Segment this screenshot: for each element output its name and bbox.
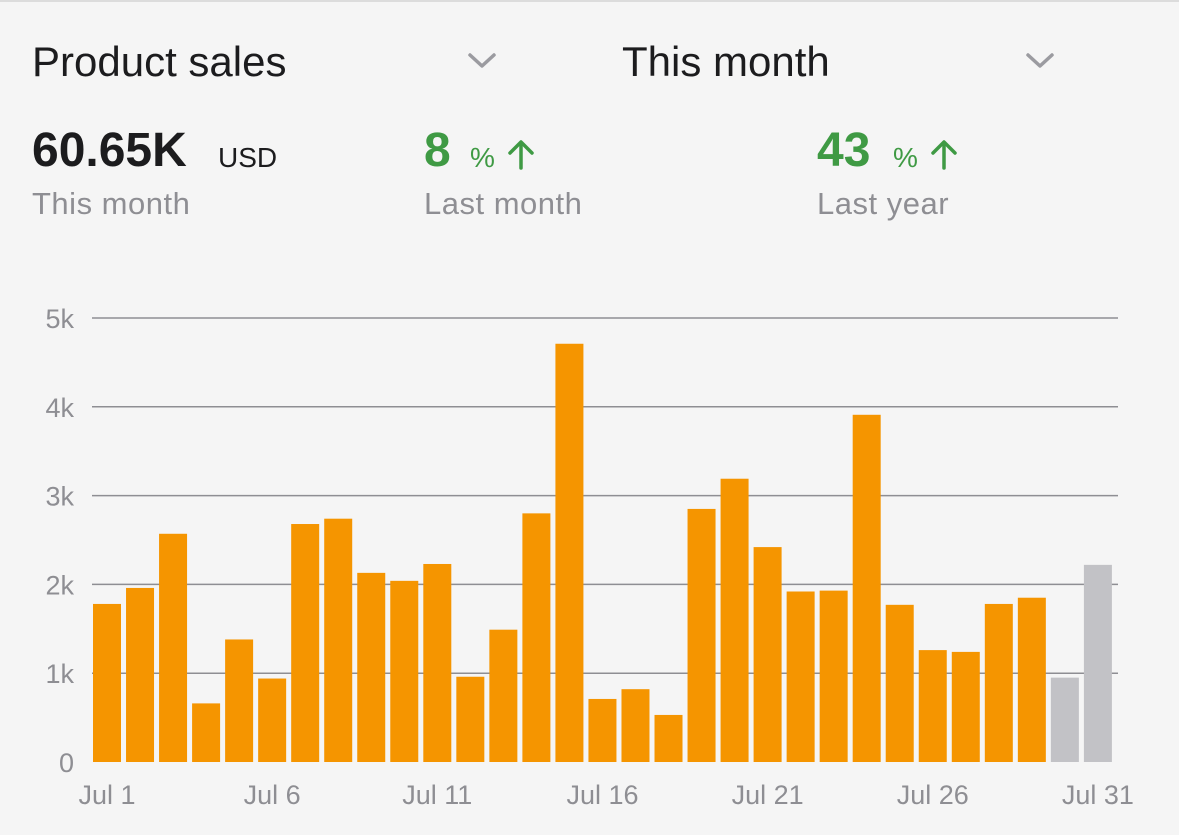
last-year-change-value: 43	[817, 124, 871, 177]
bar-day-27[interactable]	[951, 651, 980, 762]
bar-day-14[interactable]	[522, 513, 551, 762]
bar-day-29[interactable]	[1017, 597, 1046, 762]
x-tick-label: Jul 11	[402, 780, 472, 810]
bar-day-12[interactable]	[456, 676, 485, 762]
bar-day-28[interactable]	[984, 603, 1013, 762]
last-year-change-stat: 43 % Last year	[817, 120, 1077, 230]
chevron-down-icon	[468, 53, 496, 68]
chevron-down-icon	[1026, 53, 1054, 68]
bar-day-9[interactable]	[357, 572, 386, 762]
total-sales-value: 60.65K	[32, 124, 187, 177]
y-tick-label: 3k	[45, 482, 74, 512]
bar-day-30[interactable]	[1050, 677, 1079, 762]
x-tick-label: Jul 26	[897, 780, 969, 810]
total-sales-stat: 60.65K USD This month	[32, 120, 352, 230]
x-tick-label: Jul 1	[78, 780, 135, 810]
bar-day-17[interactable]	[621, 689, 650, 762]
y-tick-label: 5k	[45, 304, 74, 334]
period-dropdown-label: This month	[622, 38, 830, 85]
bar-day-4[interactable]	[192, 703, 221, 762]
arrow-up-icon	[508, 140, 534, 170]
y-tick-label: 1k	[45, 659, 74, 689]
bar-day-5[interactable]	[225, 639, 254, 762]
bar-day-19[interactable]	[687, 508, 716, 762]
bar-day-23[interactable]	[819, 590, 848, 762]
bar-day-22[interactable]	[786, 591, 815, 763]
x-tick-label: Jul 21	[732, 780, 804, 810]
bar-day-15[interactable]	[555, 343, 584, 762]
last-month-change-value: 8	[424, 124, 451, 177]
y-axis-ticks: 0 1k 2k 3k 4k 5k	[45, 304, 74, 778]
top-divider	[0, 0, 1179, 2]
bar-day-26[interactable]	[918, 650, 947, 762]
chart-gridlines	[92, 317, 1118, 674]
x-axis-ticks: Jul 1 Jul 6 Jul 11 Jul 16 Jul 21 Jul 26 Jul 31	[78, 780, 1133, 810]
metric-dropdown-label: Product sales	[32, 38, 287, 85]
bar-day-7[interactable]	[291, 524, 320, 762]
last-month-change-caption: Last month	[424, 186, 583, 221]
bar-day-2[interactable]	[126, 587, 155, 762]
chart-bars	[93, 343, 1112, 763]
y-tick-label: 0	[59, 748, 74, 778]
bar-day-1[interactable]	[93, 603, 121, 762]
bar-day-3[interactable]	[159, 533, 188, 762]
bar-day-31[interactable]	[1083, 564, 1112, 762]
bar-day-20[interactable]	[720, 478, 749, 762]
y-tick-label: 4k	[45, 393, 74, 423]
y-tick-label: 2k	[45, 570, 74, 600]
x-tick-label: Jul 16	[566, 780, 638, 810]
daily-sales-bar-chart: 0 1k 2k 3k 4k 5k Jul 1 Jul 6 Jul 11 Jul 16 Jul 21…	[45, 304, 1133, 810]
total-sales-unit: USD	[218, 142, 278, 173]
bar-day-24[interactable]	[852, 414, 881, 762]
arrow-up-icon	[931, 140, 957, 170]
bar-day-10[interactable]	[390, 580, 419, 762]
bar-day-18[interactable]	[654, 714, 683, 762]
bar-day-16[interactable]	[588, 698, 617, 762]
bar-day-25[interactable]	[885, 604, 914, 762]
bar-day-21[interactable]	[753, 547, 782, 762]
period-dropdown[interactable]: This month	[622, 36, 1072, 92]
bar-day-13[interactable]	[489, 629, 518, 762]
metric-dropdown[interactable]: Product sales	[32, 36, 496, 92]
last-month-change-unit: %	[470, 142, 495, 173]
bar-day-8[interactable]	[324, 518, 353, 762]
x-tick-label: Jul 6	[244, 780, 301, 810]
bar-day-6[interactable]	[258, 678, 287, 762]
last-year-change-caption: Last year	[817, 186, 950, 221]
bar-day-11[interactable]	[423, 563, 452, 762]
last-month-change-stat: 8 % Last month	[424, 120, 684, 230]
x-tick-label: Jul 31	[1062, 780, 1134, 810]
total-sales-caption: This month	[32, 186, 191, 221]
last-year-change-unit: %	[893, 142, 918, 173]
